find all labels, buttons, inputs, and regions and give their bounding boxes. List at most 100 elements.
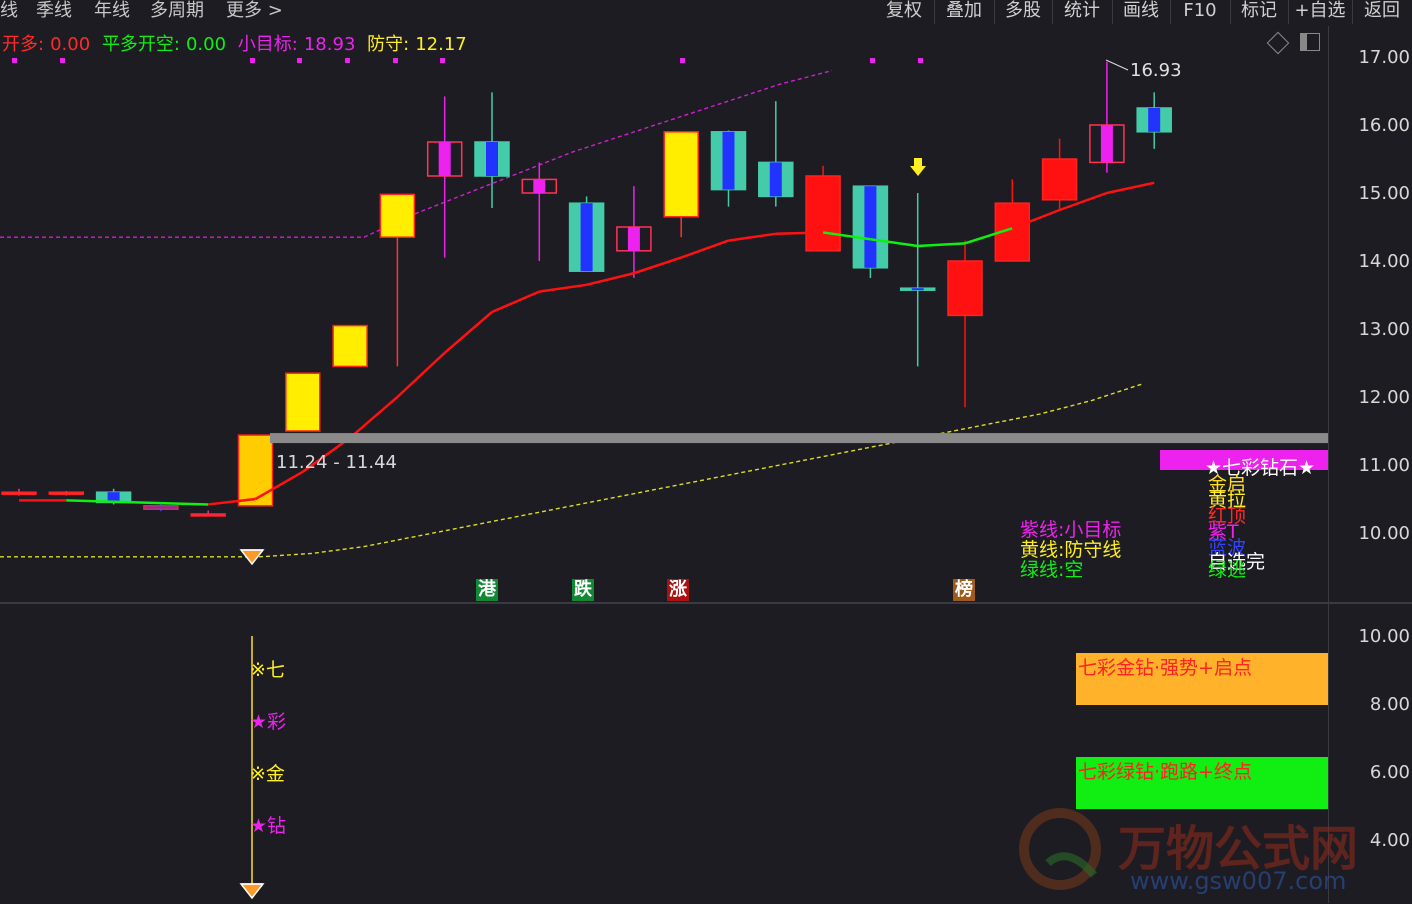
ma-segment: [254, 470, 304, 501]
legend-middle-item: 紫线:小目标: [1020, 519, 1122, 541]
candle: [663, 131, 699, 238]
candle-core: [486, 142, 498, 176]
f10-button[interactable]: F10: [1170, 0, 1229, 24]
signal-dot: [12, 58, 17, 63]
candle: [48, 490, 85, 496]
ma-segment: [964, 227, 1013, 245]
candle-body: [805, 175, 841, 252]
ma-segment: [680, 239, 729, 259]
high-pointer: [1105, 59, 1129, 71]
candle: [568, 196, 605, 272]
signal-dot: [393, 58, 398, 63]
sub-signal-box: 七彩绿钻·跑路+终点: [1076, 757, 1328, 809]
candle-core: [580, 203, 593, 272]
price-axis-border: [1328, 26, 1329, 903]
price-tick: 10.00: [1358, 523, 1410, 544]
candle-body: [143, 505, 179, 510]
panel-divider: [0, 602, 1412, 604]
legend-right-item: 蓝波: [1208, 537, 1247, 559]
mark-button[interactable]: 标记: [1230, 0, 1287, 24]
diamond-bottom-icon: [238, 880, 266, 904]
candle: [899, 193, 936, 367]
defend-line: [0, 382, 1145, 558]
ma-segment: [208, 497, 256, 506]
add-watchlist-button[interactable]: +自选: [1288, 0, 1351, 24]
arrow-stem: [914, 158, 922, 167]
bottom-marker: 港: [476, 579, 498, 601]
down-arrow-icon: [910, 166, 926, 176]
layout-toggle-icon[interactable]: [1300, 33, 1320, 51]
statistics-button[interactable]: 统计: [1052, 0, 1111, 24]
ma-segment: [633, 256, 682, 275]
watermark-logo-icon: [1019, 808, 1101, 890]
ma-segment: [396, 351, 446, 398]
candle: [1041, 138, 1078, 210]
candle-body: [285, 372, 321, 432]
candle: [1089, 61, 1125, 173]
tab-quarter[interactable]: 季线: [36, 0, 72, 21]
ma-segment: [160, 501, 209, 506]
sub-indicator-panel[interactable]: [0, 603, 1328, 903]
ma-segment: [917, 242, 966, 248]
bottom-marker: 涨: [667, 579, 689, 601]
signal-dot: [918, 58, 923, 63]
price-tick: 17.00: [1358, 47, 1410, 68]
candle-core: [769, 162, 782, 197]
diamond-badge: [1160, 450, 1328, 470]
tab-period[interactable]: 线: [0, 0, 18, 21]
ma-segment: [1059, 191, 1108, 212]
sub-tick: 10.00: [1358, 626, 1410, 647]
candle-body: [947, 260, 983, 317]
diamond-badge-label: ★七彩钻石★: [1205, 457, 1316, 479]
price-tick: 15.00: [1358, 183, 1410, 204]
bottom-marker: 跌: [572, 579, 594, 601]
tab-more[interactable]: 更多 >: [226, 0, 283, 21]
candle-core: [1100, 125, 1113, 163]
candlestick-chart[interactable]: [0, 26, 1328, 602]
indicator-close-long: 平多开空: 0.00: [101, 34, 227, 55]
signal-dot: [60, 58, 65, 63]
ma-segment: [822, 231, 871, 241]
sub-signal-label: ★钻: [250, 815, 287, 837]
candle: [379, 193, 416, 367]
candle: [852, 185, 889, 278]
top-toolbar: 线 季线 年线 多周期 更多 > 复权 叠加 多股 统计 画线 F10 标记 +…: [0, 0, 1412, 26]
candle: [616, 186, 652, 278]
sub-tick: 8.00: [1369, 694, 1410, 715]
multi-stock-button[interactable]: 多股: [994, 0, 1051, 24]
candle-body: [379, 193, 416, 238]
ma-segment: [349, 396, 399, 439]
diamond-signal-icon: [238, 546, 266, 570]
toolbar-right: 复权 叠加 多股 统计 画线 F10 标记 +自选 返回: [876, 0, 1412, 26]
candle: [190, 510, 226, 517]
target-line: [0, 69, 833, 238]
sub-signal-label: ※金: [250, 763, 285, 785]
candle: [1, 488, 37, 496]
candle: [994, 179, 1031, 262]
ma-segment: [870, 238, 918, 248]
ma-segment: [443, 311, 493, 354]
indicator-target: 小目标: 18.93: [237, 34, 356, 55]
draw-line-button[interactable]: 画线: [1112, 0, 1169, 24]
sub-signal-label: ★彩: [250, 711, 287, 733]
candle-core: [722, 131, 735, 190]
ma-segment: [539, 283, 587, 293]
range-label: 11.24 - 11.44: [276, 452, 397, 473]
ma-segment: [113, 500, 161, 505]
tab-year[interactable]: 年线: [94, 0, 130, 21]
tab-multi-period[interactable]: 多周期: [150, 0, 204, 21]
signal-dot: [297, 58, 302, 63]
back-button[interactable]: 返回: [1352, 0, 1411, 24]
sub-signal-box: 七彩金钻·强势+启点: [1076, 653, 1328, 705]
ma-segment: [728, 232, 776, 242]
legend-right-item: 黄拉: [1208, 489, 1247, 511]
legend-right-item: 红顶: [1208, 505, 1247, 527]
sub-tick: 6.00: [1369, 762, 1410, 783]
candle: [521, 162, 558, 261]
restore-rights-button[interactable]: 复权: [886, 0, 922, 21]
candle-body: [663, 131, 699, 218]
indicator-defend: 防守: 12.17: [367, 34, 467, 55]
price-tick: 12.00: [1358, 387, 1410, 408]
overlay-button[interactable]: 叠加: [934, 0, 993, 24]
sub-signal-label: ※七: [250, 659, 285, 681]
